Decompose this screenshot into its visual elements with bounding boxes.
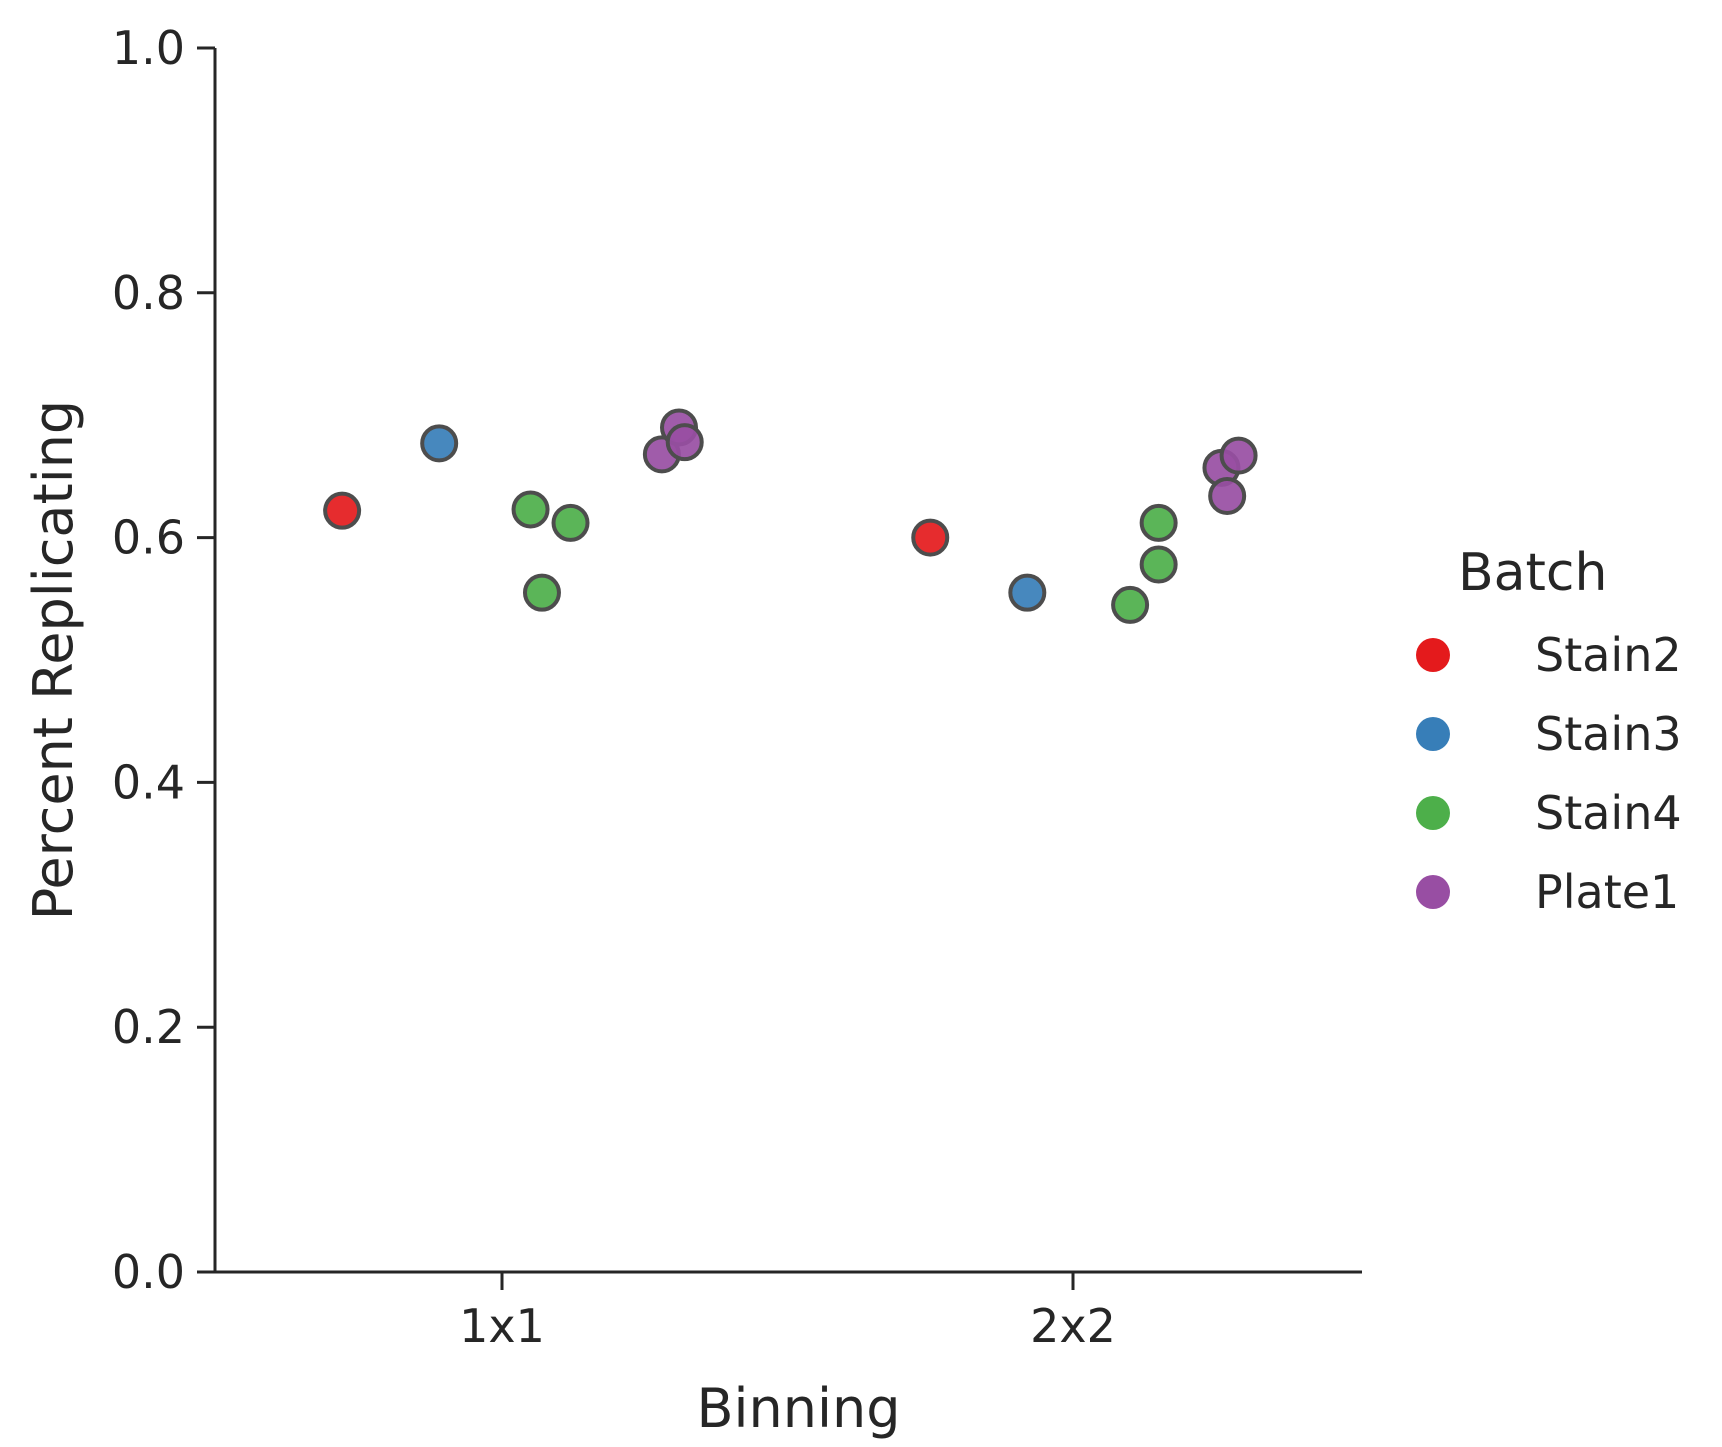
- data-point-stain4: [1139, 503, 1178, 542]
- y-tick-label: 0.2: [112, 1000, 185, 1054]
- data-point-plate1: [1219, 436, 1258, 475]
- legend-label-stain3: Stain3: [1535, 707, 1682, 761]
- data-point-stain4: [522, 573, 561, 612]
- data-point-stain4: [1139, 545, 1178, 584]
- data-point-stain2: [911, 518, 950, 557]
- data-point-stain4: [1111, 585, 1150, 624]
- legend-items: Stain2 Stain3 Stain4 Plate1: [1416, 628, 1682, 919]
- legend-label-stain2: Stain2: [1535, 628, 1682, 682]
- y-axis-label: Percent Replicating: [22, 400, 85, 920]
- data-point-plate1: [665, 423, 704, 462]
- y-tick-label: 1.0: [112, 21, 185, 75]
- y-tick-label: 0.4: [112, 755, 185, 809]
- y-ticks: 0.0 0.2 0.4 0.6 0.8 1.0: [112, 21, 215, 1299]
- y-tick-label: 0.8: [112, 266, 185, 320]
- data-point-stain3: [1008, 573, 1047, 612]
- data-point-stain4: [551, 503, 590, 542]
- legend-marker-plate1: [1416, 875, 1450, 909]
- data-point-stain3: [420, 424, 459, 463]
- legend-marker-stain2: [1416, 638, 1450, 672]
- data-point-stain2: [323, 491, 362, 530]
- x-axis-label: Binning: [696, 1377, 900, 1440]
- data-point-plate1: [1208, 476, 1247, 515]
- data-points: [323, 408, 1258, 624]
- legend: Batch Stain2 Stain3 Stain4 Plate1: [1416, 543, 1682, 919]
- axes: [213, 48, 1362, 1274]
- y-tick-label: 0.6: [112, 511, 185, 565]
- y-tick-label: 0.0: [112, 1245, 185, 1299]
- legend-marker-stain4: [1416, 796, 1450, 830]
- data-point-stain4: [511, 490, 550, 529]
- legend-title: Batch: [1458, 543, 1607, 603]
- x-tick-label: 2x2: [1030, 1299, 1116, 1353]
- legend-label-plate1: Plate1: [1535, 865, 1679, 919]
- legend-label-stain4: Stain4: [1535, 786, 1682, 840]
- x-ticks: 1x1 2x2: [459, 1272, 1116, 1353]
- x-tick-label: 1x1: [459, 1299, 545, 1353]
- legend-marker-stain3: [1416, 717, 1450, 751]
